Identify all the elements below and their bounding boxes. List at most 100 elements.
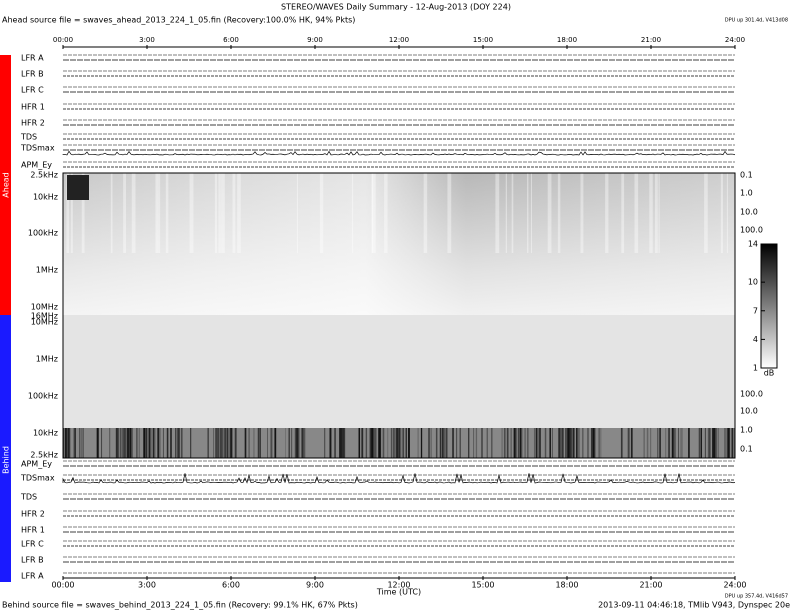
texture [340,428,342,458]
texture [570,428,571,458]
time-label: Time (UTC) [376,588,421,597]
texture [402,428,405,458]
time-tick-label: 15:00 [471,581,494,590]
texture [73,428,75,458]
texture [127,428,129,458]
texture [576,428,578,458]
texture [339,428,341,458]
freq-label: 100kHz [28,229,58,238]
texture [80,428,82,458]
texture [159,428,161,458]
texture [117,428,119,458]
texture [514,428,516,458]
texture [565,428,567,458]
texture [220,428,222,458]
ahead-source: Ahead source file = swaves_ahead_2013_22… [2,16,355,25]
panel-label: LFR B [21,556,44,565]
texture [68,428,70,458]
texture [74,428,76,458]
time-tick-label: 12:00 [387,581,410,590]
texture [481,428,483,458]
texture [378,428,380,458]
texture [226,428,229,458]
texture [441,428,444,458]
texture [447,173,452,253]
texture [547,173,552,253]
texture [700,428,702,458]
texture [621,428,624,458]
texture [720,173,723,253]
texture [304,428,306,458]
texture [79,428,81,458]
texture [428,428,430,458]
texture [475,428,478,458]
texture [550,428,552,458]
right-label: 10.0 [740,407,758,416]
texture [156,173,161,253]
texture [517,428,520,458]
dpu-behind: DPU up 357.4d, V416d57 [725,594,788,600]
texture [373,428,375,458]
texture [712,428,714,458]
texture [319,173,324,253]
texture [341,428,343,458]
texture [707,428,710,458]
behind-source: Behind source file = swaves_behind_2013_… [2,601,358,610]
texture [658,428,661,458]
texture [417,428,419,458]
colorbar-tick-label: 1 [753,364,758,373]
texture [234,428,237,458]
texture [456,428,458,458]
texture [445,428,447,458]
texture [392,428,394,458]
behind-bar [0,315,11,582]
colorbar-tick-label: 10 [748,278,758,287]
texture [165,173,169,253]
time-tick-label: 12:00 [389,36,409,44]
texture [216,428,218,458]
texture [288,428,290,458]
texture [110,173,113,253]
texture [181,428,183,458]
texture [70,173,73,253]
texture [229,428,231,458]
texture [430,428,432,458]
panel-label: LFR A [21,572,44,581]
texture [678,428,680,458]
texture [668,428,670,458]
texture [559,428,561,458]
texture [175,428,177,458]
texture [237,173,241,253]
texture [65,428,67,458]
panel-label: HFR 2 [21,510,45,519]
texture [724,428,725,458]
texture [620,428,622,458]
texture [582,428,584,458]
texture [459,428,461,458]
freq-label: 10kHz [33,193,58,202]
texture [123,428,126,458]
texture [387,428,389,458]
texture [452,428,454,458]
texture [224,428,226,458]
texture [420,428,423,458]
texture [222,428,224,458]
texture [396,428,399,458]
colorbar [760,243,778,369]
right-label: 0.1 [740,445,753,454]
footer-info: 2013-09-11 04:46:18, TMlib V943, Dynspec… [598,601,790,610]
texture [257,428,260,458]
texture [218,173,221,253]
freq-label: 2.5kHz [30,451,58,460]
texture [530,173,533,253]
texture [66,173,70,253]
texture [189,173,194,253]
texture [358,428,360,458]
texture [217,428,219,458]
texture [298,428,300,458]
texture [391,428,392,458]
colorbar-tick-label: 7 [753,306,758,315]
texture [231,428,233,458]
texture [435,428,438,458]
